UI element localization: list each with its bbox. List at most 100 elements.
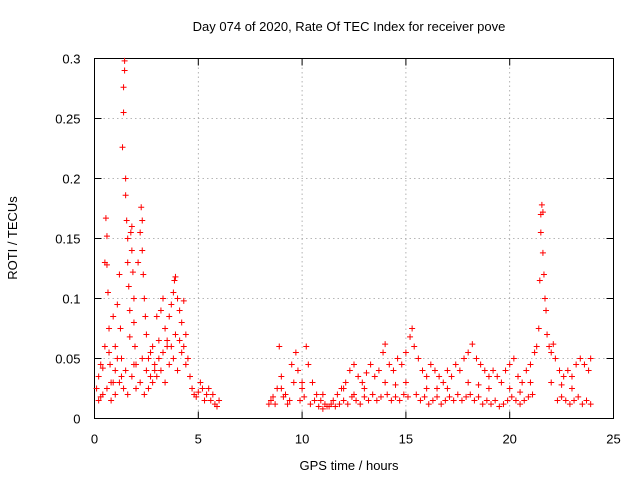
data-point bbox=[510, 355, 517, 362]
data-point bbox=[112, 391, 119, 398]
data-point bbox=[120, 84, 127, 91]
data-point bbox=[168, 343, 175, 350]
data-point bbox=[568, 373, 575, 380]
data-point bbox=[140, 271, 147, 278]
data-point bbox=[141, 391, 148, 398]
data-point bbox=[101, 343, 108, 350]
data-point bbox=[566, 401, 573, 408]
data-point bbox=[423, 373, 430, 380]
data-point bbox=[137, 379, 144, 386]
data-point bbox=[579, 401, 586, 408]
data-point bbox=[110, 379, 117, 386]
data-point bbox=[508, 393, 515, 400]
data-point bbox=[548, 349, 555, 356]
data-point bbox=[571, 397, 578, 404]
data-point bbox=[436, 373, 443, 380]
data-point bbox=[166, 313, 173, 320]
y-tick-label: 0.15 bbox=[55, 232, 80, 247]
data-point bbox=[138, 204, 145, 211]
x-tick-label: 15 bbox=[399, 432, 413, 447]
data-point bbox=[380, 349, 387, 356]
data-point bbox=[523, 367, 530, 374]
data-point bbox=[373, 397, 380, 404]
x-tick-label: 5 bbox=[195, 432, 202, 447]
data-point bbox=[309, 379, 316, 386]
data-point bbox=[334, 391, 341, 398]
data-point bbox=[560, 373, 567, 380]
data-point bbox=[199, 385, 206, 392]
data-point bbox=[121, 57, 128, 64]
data-point bbox=[124, 391, 131, 398]
x-axis-label: GPS time / hours bbox=[300, 458, 399, 473]
data-point bbox=[512, 397, 519, 404]
data-point bbox=[365, 397, 372, 404]
data-point bbox=[294, 367, 301, 374]
data-point bbox=[473, 355, 480, 362]
y-tick-label: 0.2 bbox=[62, 172, 80, 187]
data-point bbox=[108, 397, 115, 404]
data-point bbox=[278, 385, 285, 392]
data-point bbox=[552, 355, 559, 362]
data-point bbox=[461, 355, 468, 362]
data-point bbox=[442, 397, 449, 404]
data-point bbox=[413, 391, 420, 398]
data-point bbox=[340, 397, 347, 404]
data-point bbox=[170, 289, 177, 296]
data-point bbox=[135, 259, 142, 266]
data-point bbox=[106, 349, 113, 356]
data-point bbox=[184, 355, 191, 362]
data-point bbox=[299, 385, 306, 392]
data-point bbox=[139, 355, 146, 362]
data-point bbox=[174, 367, 181, 374]
data-point bbox=[485, 373, 492, 380]
data-point bbox=[438, 401, 445, 408]
data-point bbox=[149, 343, 156, 350]
data-point bbox=[396, 397, 403, 404]
data-point bbox=[400, 391, 407, 398]
data-point bbox=[475, 381, 482, 388]
data-point bbox=[122, 192, 129, 199]
data-point bbox=[371, 373, 378, 380]
data-point bbox=[133, 385, 140, 392]
data-point bbox=[99, 391, 106, 398]
data-point bbox=[157, 367, 164, 374]
data-point bbox=[117, 325, 124, 332]
data-point bbox=[203, 391, 210, 398]
data-point bbox=[270, 393, 277, 400]
data-points bbox=[93, 57, 594, 412]
data-point bbox=[488, 401, 495, 408]
data-point bbox=[172, 331, 179, 338]
data-point bbox=[444, 367, 451, 374]
data-point bbox=[531, 349, 538, 356]
data-point bbox=[527, 379, 534, 386]
data-point bbox=[344, 401, 351, 408]
y-tick-label: 0 bbox=[73, 412, 80, 427]
data-point bbox=[131, 343, 138, 350]
data-point bbox=[205, 385, 212, 392]
data-point bbox=[151, 361, 158, 368]
data-point bbox=[581, 361, 588, 368]
data-point bbox=[180, 297, 187, 304]
data-point bbox=[128, 373, 135, 380]
data-point bbox=[178, 349, 185, 356]
data-point bbox=[558, 381, 565, 388]
data-point bbox=[103, 233, 110, 240]
data-point bbox=[130, 295, 137, 302]
data-point bbox=[504, 397, 511, 404]
data-point bbox=[452, 361, 459, 368]
data-point bbox=[463, 393, 470, 400]
data-point bbox=[180, 343, 187, 350]
data-point bbox=[506, 361, 513, 368]
data-point bbox=[201, 397, 208, 404]
data-point bbox=[299, 379, 306, 386]
data-point bbox=[197, 379, 204, 386]
data-point bbox=[538, 201, 545, 208]
data-point bbox=[176, 337, 183, 344]
data-point bbox=[155, 337, 162, 344]
data-point bbox=[529, 391, 536, 398]
data-point bbox=[125, 283, 132, 290]
data-point bbox=[423, 385, 430, 392]
data-point bbox=[110, 313, 117, 320]
data-point bbox=[116, 271, 123, 278]
data-point bbox=[506, 385, 513, 392]
